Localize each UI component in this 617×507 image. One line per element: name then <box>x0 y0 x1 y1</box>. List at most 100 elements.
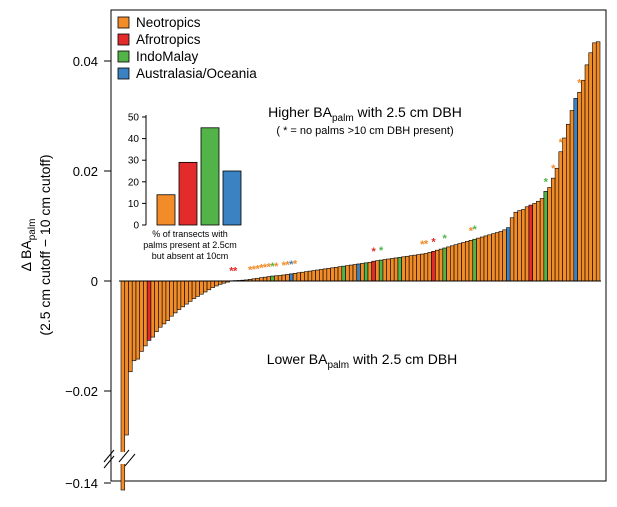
data-bar <box>262 276 268 282</box>
data-bar <box>554 167 560 282</box>
legend-swatch <box>117 50 130 63</box>
data-bar <box>378 259 384 282</box>
data-bar <box>536 200 541 282</box>
axis-break-bars <box>118 449 136 467</box>
data-bar <box>348 264 354 282</box>
legend-label: IndoMalay <box>136 49 199 64</box>
data-bar <box>453 244 459 282</box>
data-bar <box>502 229 507 282</box>
star-marker: * <box>289 259 294 271</box>
star-marker: * <box>469 225 474 237</box>
data-bar <box>532 203 537 282</box>
data-bar <box>569 110 575 282</box>
data-bar <box>191 280 197 299</box>
data-bar <box>188 280 193 302</box>
inset-tick-label: 30 <box>128 156 140 167</box>
y-axis-ticks: 0.04 0.02 0 −0.02 −0.14 <box>65 54 111 491</box>
inset-xlabel-line1: % of transects with <box>152 229 228 239</box>
data-bar <box>547 187 552 282</box>
legend: Neotropics Afrotropics IndoMalay Australasi… <box>117 15 257 81</box>
data-bar <box>176 280 182 310</box>
data-bar <box>352 264 358 282</box>
data-bar <box>494 232 500 282</box>
y-axis-label-subscript: palm <box>27 219 38 241</box>
stars-group: * * * * * * * * * * * * * ** ** * * ** ***** <box>229 77 582 277</box>
star-marker: * <box>252 264 257 276</box>
legend-swatch <box>117 67 130 80</box>
data-bar <box>468 240 474 282</box>
star-marker: * <box>270 261 275 273</box>
inset-bar <box>156 194 176 226</box>
data-bar <box>442 247 447 282</box>
data-bar <box>300 271 305 282</box>
inset-y-ticks: 0 10 20 30 40 50 <box>128 113 146 232</box>
data-bar <box>435 249 440 282</box>
data-bar <box>580 79 586 282</box>
data-bar <box>363 262 369 282</box>
data-bar <box>158 280 163 328</box>
bars-group <box>119 41 601 491</box>
data-bar <box>498 231 503 282</box>
data-bar <box>595 41 601 282</box>
data-bar <box>450 245 455 282</box>
data-bar <box>341 265 346 282</box>
data-bar <box>588 52 593 282</box>
data-bar <box>203 280 208 293</box>
data-bar <box>375 260 380 282</box>
star-marker: * <box>551 163 556 175</box>
legend-swatch <box>117 16 130 29</box>
data-bar <box>128 280 133 373</box>
svg-text:Δ BApalm: Δ BApalm <box>18 219 38 272</box>
inset-bar <box>178 161 198 226</box>
data-bar <box>367 261 373 282</box>
legend-label: Afrotropics <box>136 32 201 47</box>
inset-tick-label: 10 <box>128 199 140 210</box>
inset-tick-label: 50 <box>128 113 140 124</box>
inset-bars <box>156 127 242 226</box>
legend-label: Neotropics <box>136 15 201 30</box>
data-bar <box>146 280 152 341</box>
data-bar <box>438 248 444 282</box>
data-bar <box>476 237 481 282</box>
data-bar <box>173 280 178 314</box>
star-marker: * <box>263 262 268 274</box>
data-bar <box>566 123 571 282</box>
legend-label: Australasia/Oceania <box>136 66 257 81</box>
data-bar <box>592 42 597 282</box>
data-bar <box>479 236 485 282</box>
data-bar <box>195 280 200 297</box>
star-marker: * <box>233 266 238 278</box>
plot-frame <box>110 9 607 482</box>
data-bar <box>169 280 174 317</box>
star-marker: * <box>379 245 384 257</box>
data-bar <box>304 271 309 282</box>
inset-tick-label: 0 <box>133 221 139 232</box>
data-bar <box>393 257 399 282</box>
data-bar <box>307 270 313 282</box>
data-bar <box>337 266 343 282</box>
data-bar <box>412 254 417 282</box>
star-marker: * <box>424 239 429 251</box>
y-axis-label-symbol: Δ BA <box>18 240 34 272</box>
data-bar <box>154 280 159 332</box>
data-bar <box>551 177 556 282</box>
data-bar <box>270 275 275 282</box>
data-bar <box>416 254 421 282</box>
star-marker: * <box>544 176 549 188</box>
data-bar <box>131 280 137 362</box>
data-bar <box>401 256 406 282</box>
data-bar <box>296 272 301 282</box>
star-marker: * <box>420 239 425 251</box>
data-bar <box>311 270 316 282</box>
y-tick-label: 0.04 <box>73 54 98 69</box>
star-marker: * <box>577 77 582 89</box>
data-bar <box>161 280 167 325</box>
star-marker: * <box>443 233 448 245</box>
inset-tick-label: 20 <box>128 177 140 188</box>
data-bar <box>405 255 410 282</box>
data-bar <box>315 269 320 282</box>
y-axis-label: Δ BApalm (2.5 cm cutoff − 10 cm cutoff) <box>18 154 53 335</box>
data-bar <box>143 280 148 347</box>
data-bar <box>281 274 286 282</box>
